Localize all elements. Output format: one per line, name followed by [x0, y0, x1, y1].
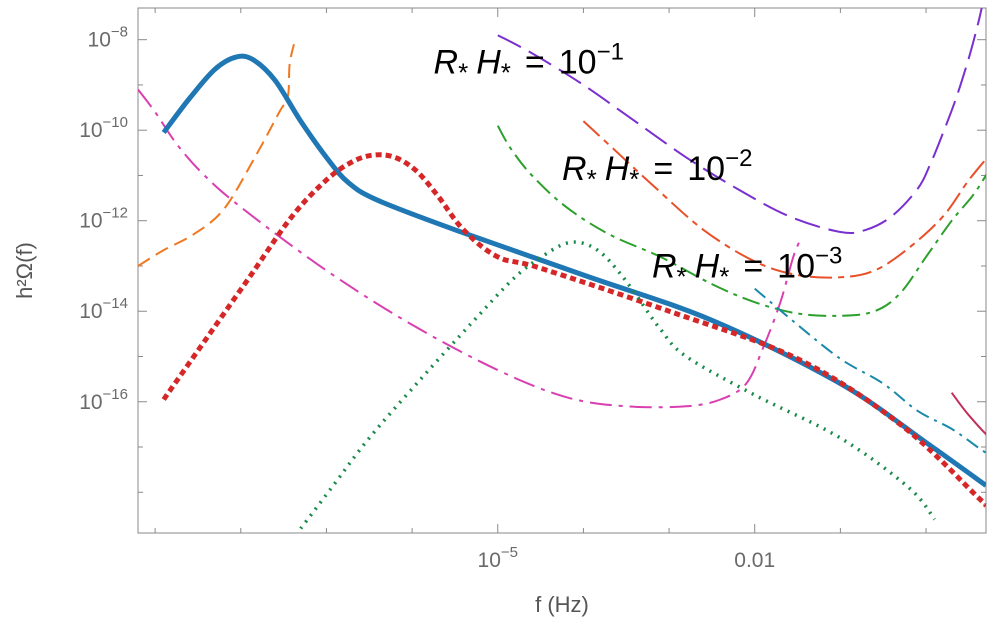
y-axis-title: h²Ω(f) — [12, 242, 37, 299]
y-tick-label: 10−12 — [79, 205, 128, 233]
y-tick-label: 10−16 — [79, 386, 128, 414]
series-line — [950, 392, 986, 436]
x-axis-title: f (Hz) — [535, 592, 589, 617]
x-tick-label: 10−5 — [478, 544, 518, 572]
y-tick-label: 10−8 — [88, 24, 128, 52]
series-line — [582, 120, 986, 279]
annotation-layer: R* H* = 10−1 R* H* = 10−2 R* H* = 10−3 — [434, 39, 843, 292]
axis-ticks: 10−8 10−10 10−12 10−14 10−16 10−5 0.01 — [79, 8, 986, 572]
plot-frame — [137, 7, 987, 534]
annotation-label: R* H* = 10−2 — [562, 145, 752, 194]
series-line — [161, 53, 986, 488]
y-tick-label: 10−14 — [79, 295, 128, 323]
series-line — [497, 8, 983, 235]
series-layer — [138, 8, 986, 530]
x-tick-label: 0.01 — [734, 549, 775, 572]
series-line — [161, 152, 986, 509]
y-tick-label: 10−10 — [79, 114, 128, 142]
series-line — [138, 43, 295, 267]
series-line — [496, 125, 986, 317]
annotation-label: R* H* = 10−3 — [652, 242, 842, 291]
annotation-label: R* H* = 10−1 — [434, 39, 624, 88]
plot-border — [137, 7, 987, 534]
